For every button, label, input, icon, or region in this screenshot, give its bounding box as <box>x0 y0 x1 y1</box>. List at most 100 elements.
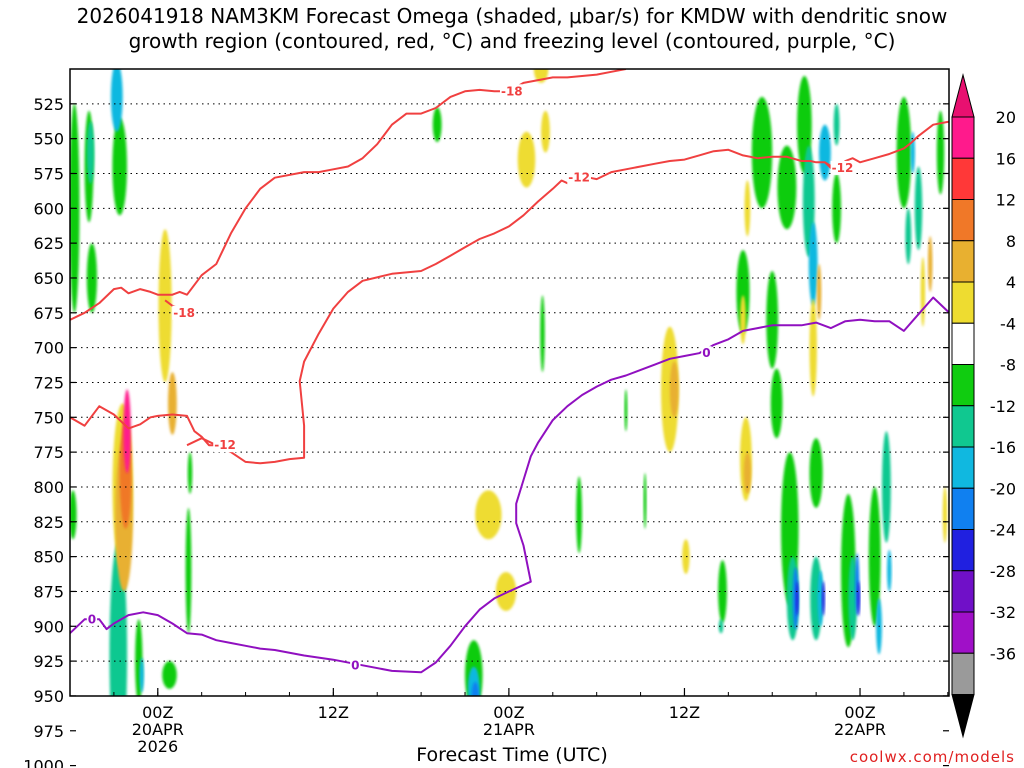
colorbar-label: -4 <box>1000 314 1016 333</box>
x-tick-label: 20APR <box>132 720 184 739</box>
x-tick-label: 00Z <box>844 703 875 722</box>
omega-cell <box>86 243 97 313</box>
omega-cell <box>123 389 131 474</box>
omega-cell <box>817 570 824 627</box>
omega-cell <box>920 257 926 327</box>
omega-cell <box>795 581 799 616</box>
y-tick-label: 825 <box>33 513 64 532</box>
y-tick-label: 925 <box>33 652 64 671</box>
x-axis-title: Forecast Time (UTC) <box>416 744 608 766</box>
y-tick-label: 675 <box>33 304 64 323</box>
colorbar-label: 8 <box>1006 232 1016 251</box>
y-tick-label: 750 <box>33 408 64 427</box>
chart-title-line2: growth region (contoured, red, °C) and f… <box>128 29 896 53</box>
contour-label: 0 <box>88 612 96 626</box>
y-tick-label: 650 <box>33 269 64 288</box>
omega-cell <box>848 556 858 641</box>
omega-cell <box>185 507 192 634</box>
x-tick-label: 2026 <box>137 737 178 756</box>
omega-cell <box>432 107 442 143</box>
colorbar-label: -24 <box>990 521 1016 540</box>
colorbar-label: 20 <box>996 108 1016 127</box>
y-tick-label: 875 <box>33 582 64 601</box>
x-tick-label: 00Z <box>493 703 524 722</box>
y-tick-label: 525 <box>33 95 64 114</box>
isotherm-line <box>70 69 627 321</box>
omega-cell <box>740 295 746 345</box>
omega-cell <box>770 368 783 439</box>
omega-shading <box>70 69 948 696</box>
omega-cell <box>751 96 773 209</box>
contour-label-bg <box>830 160 855 175</box>
omega-cell <box>139 657 144 693</box>
omega-cell <box>475 490 502 540</box>
colorbar-label: -8 <box>1000 356 1016 375</box>
colorbar-swatch <box>951 611 975 654</box>
omega-cell <box>495 572 517 611</box>
x-tick-label: 12Z <box>318 703 349 722</box>
y-tick-label: 975 <box>33 722 64 741</box>
omega-cell <box>766 271 779 369</box>
chart-title-line1: 2026041918 NAM3KM Forecast Omega (shaded… <box>76 4 948 28</box>
colorbar-swatch <box>951 199 975 242</box>
contour-label-bg <box>86 612 98 627</box>
contour-label-bg <box>499 84 524 99</box>
y-tick-label: 800 <box>33 478 64 497</box>
contour-label-bg <box>350 658 361 673</box>
omega-cell <box>718 560 727 623</box>
freezing-level-line <box>70 296 949 674</box>
omega-cell <box>682 539 690 574</box>
y-tick-label: 950 <box>33 687 64 706</box>
omega-cell <box>158 229 172 383</box>
isotherm-line <box>186 437 217 447</box>
colorbar-top-arrow <box>951 73 975 118</box>
omega-cell <box>70 490 77 540</box>
omega-cell <box>624 389 628 432</box>
colorbar-bottom-arrow <box>951 694 975 739</box>
omega-cell <box>832 173 841 244</box>
omega-cell <box>576 476 582 554</box>
y-tick-label: 550 <box>33 130 64 149</box>
chart-title: 2026041918 NAM3KM Forecast Omega (shaded… <box>0 4 1024 54</box>
omega-cell <box>936 110 945 195</box>
contour-label: 0 <box>351 658 359 672</box>
colorbar-swatch <box>951 529 975 572</box>
colorbar-label: -20 <box>990 479 1016 498</box>
contour-label: -18 <box>501 84 523 98</box>
omega-cell <box>540 295 545 373</box>
omega-cell <box>942 486 948 543</box>
colorbar-label: -16 <box>990 438 1016 457</box>
colorbar-label: -36 <box>990 644 1016 663</box>
omega-cell <box>86 121 95 184</box>
x-tick-label: 12Z <box>669 703 700 722</box>
omega-cell <box>168 372 177 435</box>
colorbar-swatch <box>951 157 975 200</box>
omega-cell <box>868 486 881 627</box>
credit-link[interactable]: coolwx.com/models <box>849 748 1015 766</box>
omega-cell <box>882 431 891 543</box>
contour-label: -12 <box>568 171 590 185</box>
y-tick-label: 775 <box>33 443 64 462</box>
colorbar-label: 4 <box>1006 273 1016 292</box>
colorbar-swatch <box>951 487 975 530</box>
omega-cell <box>914 166 923 251</box>
colorbar-label: -28 <box>990 562 1016 581</box>
omega-cell <box>928 236 933 292</box>
contour-label-bg <box>213 438 237 453</box>
colorbar-label: 12 <box>996 191 1016 210</box>
contour-label: 0 <box>702 346 710 360</box>
omega-cell <box>808 222 818 306</box>
contour-label-bg <box>701 346 712 361</box>
y-tick-label: 575 <box>33 164 64 183</box>
colorbar-swatch <box>951 446 975 489</box>
colorbar-swatch <box>951 652 975 695</box>
omega-cell <box>669 361 679 418</box>
omega-cell <box>857 581 861 616</box>
omega-cell <box>816 264 822 320</box>
omega-cell <box>471 682 479 696</box>
omega-cell <box>736 250 750 334</box>
omega-cell <box>743 452 752 494</box>
y-tick-label: 900 <box>33 617 64 636</box>
